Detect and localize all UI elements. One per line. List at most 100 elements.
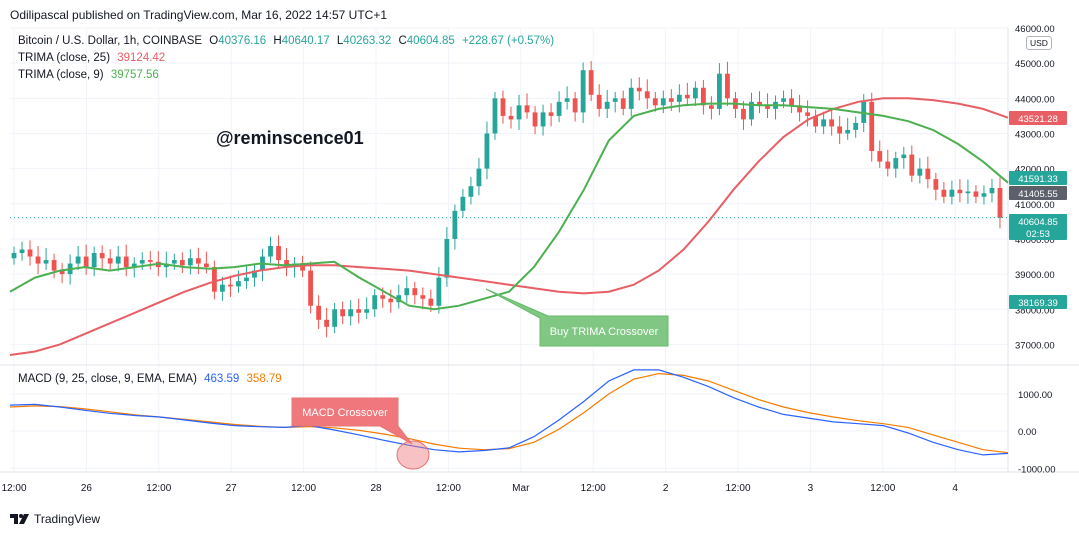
candle-body <box>869 101 875 152</box>
trima25-label: TRIMA (close, 25) <box>18 52 111 64</box>
candle-body <box>973 191 979 197</box>
candle-body <box>115 256 121 264</box>
candle-body <box>636 87 642 92</box>
macd-crossover-callout-text: MACD Crossover <box>302 407 388 419</box>
time-tick-label: 28 <box>370 483 382 494</box>
candle-body <box>300 263 305 271</box>
candle-body <box>268 245 273 257</box>
candle-body <box>228 284 233 287</box>
candle-body <box>668 98 674 102</box>
trima9-value: 39757.56 <box>110 69 159 81</box>
candle-body <box>941 189 947 197</box>
candle-body <box>540 112 546 127</box>
candle-body <box>388 298 394 303</box>
candle-body <box>452 210 458 239</box>
candle-body <box>620 98 626 109</box>
candle-body <box>508 115 514 120</box>
candle-body <box>460 196 466 211</box>
candle-body <box>27 249 33 257</box>
candle-body <box>171 260 177 264</box>
axis-labels: 37000.0038000.0039000.0040000.0041000.00… <box>1 24 1067 494</box>
macd-legend: MACD (9, 25, close, 9, EMA, EMA) 463.59 … <box>18 373 286 385</box>
price-label-box <box>1009 111 1067 125</box>
trima9-label: TRIMA (close, 9) <box>18 69 104 81</box>
candle-body <box>404 288 410 296</box>
candle-body <box>364 309 370 313</box>
candle-body <box>845 129 851 134</box>
candle-body <box>276 245 281 261</box>
candle-body <box>837 126 843 134</box>
macd-value: 463.59 <box>204 373 240 385</box>
candle-body <box>380 295 386 299</box>
candle-body <box>99 253 105 259</box>
open-value: O40376.16 <box>209 35 267 47</box>
currency-badge[interactable]: USD <box>1026 36 1052 50</box>
candle-body <box>412 288 418 296</box>
high-value: H40640.17 <box>273 35 330 47</box>
tradingview-logo-icon <box>10 514 29 524</box>
price-tick-label: 39000.00 <box>1015 270 1055 281</box>
macd-crossover-callout-bg <box>291 397 413 445</box>
macd-crossover-marker <box>396 440 430 470</box>
time-tick-label: 12:00 <box>870 483 895 494</box>
time-tick-label: Mar <box>512 483 530 494</box>
candle-body <box>757 101 762 106</box>
candle-body <box>340 309 346 317</box>
price-label-text: 43521.28 <box>1018 114 1058 125</box>
candle-body <box>829 119 835 127</box>
candle-body <box>220 284 225 292</box>
candle-body <box>781 98 786 102</box>
time-tick-label: 12:00 <box>581 483 606 494</box>
candle-body <box>821 119 827 127</box>
candle-body <box>356 309 362 313</box>
macd-tick-label: -1000.00 <box>1018 464 1056 475</box>
trima-lines <box>9 97 1009 356</box>
candle-body <box>284 260 289 268</box>
candle-body <box>893 158 899 169</box>
candle-body <box>500 98 506 116</box>
candle-body <box>147 260 153 262</box>
footer-brand: TradingView <box>10 512 100 526</box>
price-tick-label: 38000.00 <box>1015 305 1055 316</box>
candle-body <box>933 179 939 190</box>
candle-body <box>741 108 746 120</box>
price-tick-label: 43000.00 <box>1015 129 1055 140</box>
low-value: L40263.32 <box>336 35 392 47</box>
candle-body <box>652 98 658 106</box>
candle-body <box>179 260 185 266</box>
candle-body <box>131 263 137 268</box>
price-label-box <box>1009 226 1067 240</box>
candle-body <box>372 295 378 310</box>
candle-body <box>203 263 209 268</box>
candle-body <box>749 101 754 120</box>
time-tick-label: 4 <box>952 483 958 494</box>
candle-body <box>725 73 730 99</box>
price-label-text: 02:53 <box>1026 229 1050 240</box>
brand-label: TradingView <box>34 512 101 526</box>
macd-tick-label: 1000.00 <box>1018 390 1052 401</box>
candle-body <box>420 295 426 299</box>
candle-body <box>901 154 907 159</box>
callouts: Buy TRIMA Crossover MACD Crossover <box>291 288 669 470</box>
time-tick-label: 12:00 <box>146 483 171 494</box>
candle-body <box>949 189 955 197</box>
candle-body <box>107 258 113 264</box>
candle-body <box>604 101 610 109</box>
candle-body <box>981 193 987 197</box>
candle-body <box>676 94 682 102</box>
candle-body <box>925 168 931 180</box>
candle-body <box>123 256 129 268</box>
candle-body <box>59 270 65 275</box>
candle-body <box>428 298 434 306</box>
candle-body <box>588 70 594 95</box>
candle-body <box>797 105 802 113</box>
grid <box>10 27 1008 472</box>
candle-body <box>492 98 498 134</box>
candle-body <box>19 249 25 254</box>
candle-body <box>997 187 1003 218</box>
candle-body <box>548 112 554 116</box>
candle-body <box>612 98 618 102</box>
price-label-box <box>1009 214 1067 228</box>
candle-body <box>532 112 538 127</box>
